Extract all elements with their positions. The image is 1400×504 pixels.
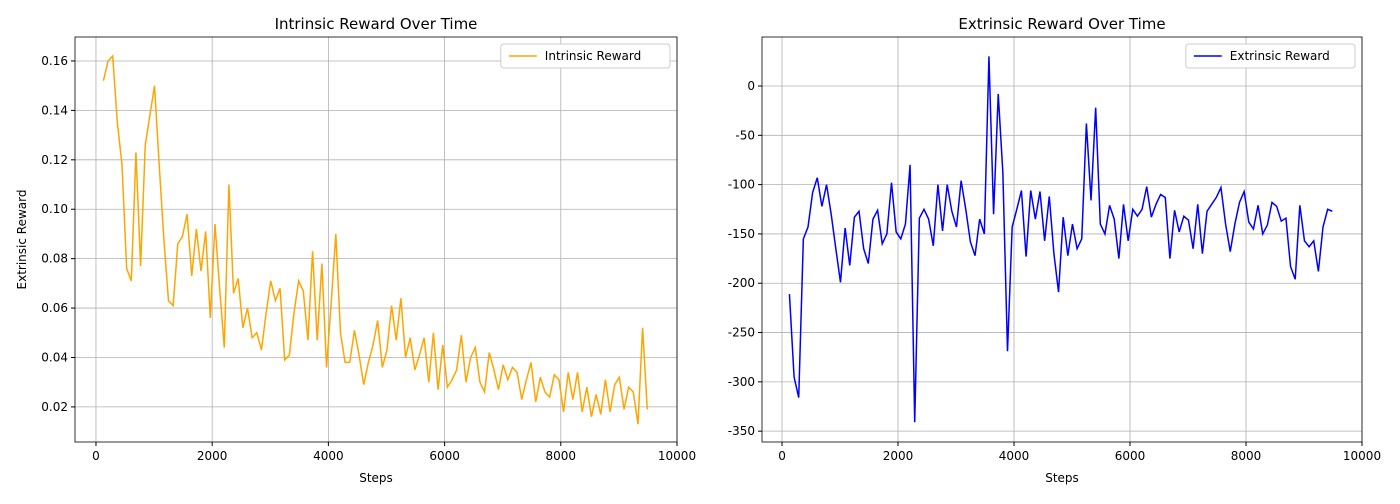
line-series [788, 56, 1333, 423]
y-tick-label: 0.16 [41, 54, 68, 68]
x-tick-label: 8000 [1231, 449, 1262, 463]
x-tick-label: 10000 [1343, 449, 1381, 463]
y-tick-label: -50 [735, 128, 755, 142]
legend-label: Intrinsic Reward [545, 49, 641, 63]
x-tick-label: 2000 [197, 449, 228, 463]
line-series [102, 54, 648, 425]
y-tick-label: -350 [728, 424, 755, 438]
plot-frame [74, 36, 678, 443]
chart-title: Intrinsic Reward Over Time [275, 15, 478, 33]
x-tick-label: 8000 [546, 449, 577, 463]
y-tick-label: -200 [728, 276, 755, 290]
x-tick-label: 0 [778, 449, 786, 463]
x-axis-label: Steps [1045, 471, 1079, 485]
y-tick-label: 0.12 [41, 153, 68, 167]
x-tick-label: 2000 [883, 449, 914, 463]
chart-title: Extrinsic Reward Over Time [958, 15, 1165, 33]
x-axis-label: Steps [359, 471, 393, 485]
legend-label: Extrinsic Reward [1230, 49, 1330, 63]
legend-box [1185, 43, 1356, 69]
y-tick-label: 0.08 [41, 252, 68, 266]
x-tick-label: 6000 [429, 449, 460, 463]
x-tick-label: 6000 [1115, 449, 1146, 463]
legend-box [500, 43, 671, 69]
x-tick-label: 10000 [658, 449, 696, 463]
x-tick-label: 4000 [313, 449, 344, 463]
y-tick-label: 0.06 [41, 301, 68, 315]
y-tick-label: -150 [728, 227, 755, 241]
y-tick-label: 0.02 [41, 400, 68, 414]
y-axis-label: Extrinsic Reward [15, 190, 29, 290]
x-tick-label: 0 [92, 449, 100, 463]
plot-frame [761, 36, 1363, 443]
y-tick-label: 0.04 [41, 350, 68, 364]
y-tick-label: 0.14 [41, 103, 68, 117]
y-tick-label: 0 [747, 79, 755, 93]
y-tick-label: 0.10 [41, 202, 68, 216]
y-tick-label: -250 [728, 326, 755, 340]
y-tick-label: -300 [728, 375, 755, 389]
x-tick-label: 4000 [999, 449, 1030, 463]
y-tick-label: -100 [728, 178, 755, 192]
